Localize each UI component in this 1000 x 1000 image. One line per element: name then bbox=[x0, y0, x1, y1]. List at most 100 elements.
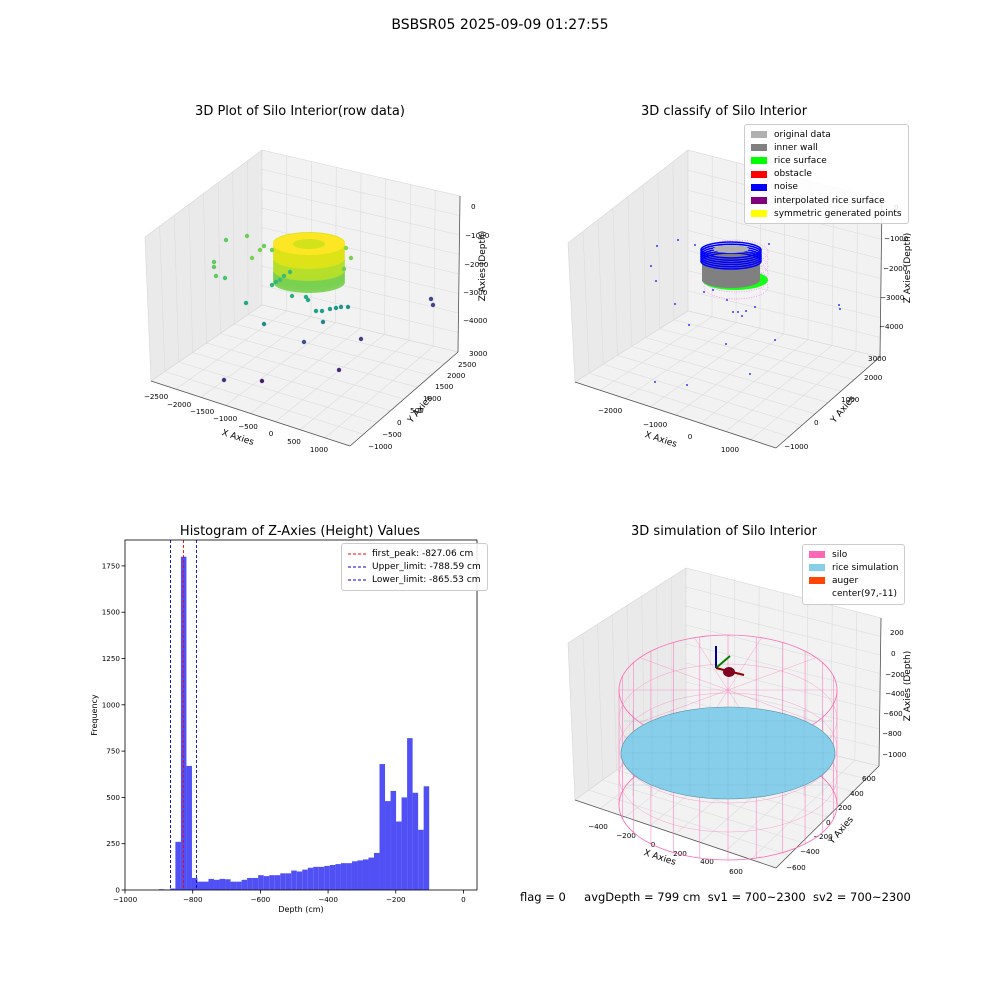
legend-label: first_peak: -827.06 cm bbox=[372, 548, 474, 559]
histogram-bar bbox=[247, 877, 253, 890]
y-tick-label: −1000 bbox=[368, 442, 393, 451]
noise-point bbox=[694, 244, 696, 246]
silo-roof-wire bbox=[727, 689, 817, 723]
noise-point bbox=[654, 381, 656, 383]
histogram-bar bbox=[385, 801, 391, 890]
grid-line bbox=[642, 184, 646, 338]
legend-label: rice surface bbox=[774, 155, 827, 166]
y-tick-label: 0 bbox=[397, 418, 402, 427]
x-axis-label: X Axies bbox=[642, 848, 677, 868]
y-tick-label: 500 bbox=[410, 406, 424, 415]
z-axis-line bbox=[878, 617, 882, 767]
panel1-title: 3D Plot of Silo Interior(row data) bbox=[195, 104, 405, 119]
legend-label: center(97,-11) bbox=[832, 589, 897, 600]
silo-wire-ring bbox=[618, 692, 838, 804]
data-point bbox=[287, 269, 293, 275]
histogram-bar bbox=[368, 857, 375, 890]
plot-frame bbox=[124, 539, 478, 891]
legend-swatch bbox=[809, 591, 825, 598]
histogram-bar bbox=[329, 865, 336, 890]
grid-line bbox=[611, 614, 617, 771]
panel2-title: 3D classify of Silo Interior bbox=[640, 104, 808, 119]
z-tick-label: 0 bbox=[471, 202, 476, 211]
grid-line bbox=[408, 184, 411, 341]
y-tick-label: 1000 bbox=[841, 395, 860, 404]
noise-ring bbox=[700, 241, 762, 259]
histogram-bar bbox=[263, 876, 270, 890]
grid-line bbox=[750, 760, 856, 860]
y-tick-label: 400 bbox=[850, 789, 864, 798]
footer-stats: flag = 0 avgDepth = 799 cm sv1 = 700~230… bbox=[520, 890, 911, 904]
silo-roof-wire bbox=[639, 657, 729, 691]
histogram-bar bbox=[296, 871, 303, 890]
x-tick-label: −500 bbox=[238, 422, 258, 431]
data-point bbox=[221, 377, 227, 383]
y-tick-label: −1000 bbox=[784, 442, 809, 451]
z-tick-label: −2000 bbox=[464, 260, 489, 269]
z-tick-label: −1000 bbox=[882, 750, 907, 759]
histogram-bar bbox=[407, 738, 413, 890]
data-point bbox=[211, 264, 217, 270]
x-tick-label: −400 bbox=[588, 822, 608, 831]
histogram-bar bbox=[302, 869, 308, 890]
x-tick-label: −1000 bbox=[643, 420, 668, 429]
histogram-bar bbox=[324, 865, 330, 890]
grid-line bbox=[188, 204, 193, 353]
noise-point bbox=[655, 280, 657, 282]
x-tick-label: 1000 bbox=[721, 445, 740, 454]
x-tick-label: −2500 bbox=[144, 392, 169, 401]
sv1-text: sv1 = 700~2300 bbox=[707, 890, 806, 904]
z-axis-line bbox=[879, 199, 883, 358]
noise-point bbox=[688, 324, 690, 326]
data-point bbox=[223, 237, 229, 243]
legend-item: interpolated rice surface bbox=[751, 194, 902, 207]
z-tick-label: −3000 bbox=[880, 293, 905, 302]
histogram-bar bbox=[241, 879, 248, 890]
legend-label: Upper_limit: -788.59 cm bbox=[372, 561, 481, 572]
y-tick-label: 1250 bbox=[102, 654, 121, 663]
histogram-bar bbox=[307, 867, 314, 890]
legend-swatch bbox=[751, 170, 767, 178]
grid-line bbox=[275, 334, 385, 422]
histogram-bar bbox=[423, 786, 430, 890]
data-point bbox=[269, 247, 275, 253]
legend-label: rice simulation bbox=[832, 562, 899, 573]
data-point bbox=[327, 306, 333, 312]
histogram-bar bbox=[362, 859, 369, 890]
legend-line-swatch bbox=[348, 566, 368, 568]
data-point bbox=[320, 319, 326, 325]
y-tick-label: −600 bbox=[786, 863, 806, 872]
histogram-bar bbox=[208, 878, 215, 890]
data-point bbox=[313, 308, 319, 314]
x-tick-label: 400 bbox=[700, 857, 714, 866]
x-tick-label: −2000 bbox=[598, 406, 623, 415]
data-point bbox=[345, 304, 351, 310]
y-tick-label: 0 bbox=[115, 886, 120, 895]
legend-swatch bbox=[751, 144, 767, 152]
y-tick-label: −500 bbox=[382, 430, 402, 439]
grid-line bbox=[248, 314, 445, 365]
legend-swatch bbox=[751, 157, 767, 165]
x-tick-label: 0 bbox=[651, 840, 656, 849]
histogram-bar bbox=[274, 875, 281, 890]
x-tick-label: −1000 bbox=[113, 895, 138, 904]
grid-line bbox=[300, 340, 410, 430]
z-tick-label: 0 bbox=[891, 649, 896, 658]
x-tick-label: −2000 bbox=[167, 400, 192, 409]
legend-item: Upper_limit: -788.59 cm bbox=[348, 560, 481, 573]
legend-item: rice surface bbox=[751, 154, 902, 167]
histogram-bar bbox=[175, 841, 181, 890]
figure-title: BSBSR05 2025-09-09 01:27:55 bbox=[391, 17, 609, 33]
histogram-bar bbox=[219, 878, 226, 890]
grid-line bbox=[597, 624, 604, 781]
y-tick-label: −200 bbox=[813, 832, 833, 841]
x-tick-label: −600 bbox=[251, 895, 271, 904]
legend-label: silo bbox=[832, 549, 848, 560]
z-tick-label: −1000 bbox=[884, 234, 909, 243]
legend-label: original data bbox=[774, 129, 831, 140]
y-tick-label: 0 bbox=[814, 418, 819, 427]
data-point bbox=[319, 308, 325, 314]
data-point bbox=[261, 321, 267, 327]
noise-point bbox=[774, 339, 776, 341]
